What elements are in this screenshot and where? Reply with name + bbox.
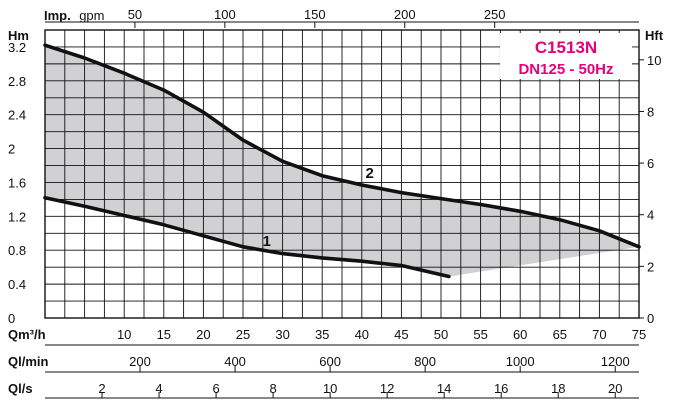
curve-2 (43, 43, 641, 249)
x-tick-label: 60 (513, 327, 527, 342)
qls-axis-label: Ql/s (8, 381, 33, 396)
x-tick-label: 70 (592, 327, 606, 342)
top-axis-tick-label: 200 (394, 7, 416, 22)
top-axis-tick-label: 50 (128, 7, 142, 22)
secondary-axis-tick-label: 18 (551, 381, 565, 396)
curve-1 (43, 195, 451, 279)
x-tick-label: 65 (553, 327, 567, 342)
x-tick-label: 50 (434, 327, 448, 342)
right-axis-tick-label: 2 (647, 259, 654, 274)
secondary-axis-tick-label: 800 (414, 354, 436, 369)
y-tick-label: 3.2 (8, 40, 26, 55)
secondary-axis-tick-label: 8 (269, 381, 276, 396)
right-axis-tick-label: 0 (647, 311, 654, 326)
y-tick-label: 0 (8, 311, 15, 326)
operating-area (45, 45, 639, 277)
y-tick-label: 2.4 (8, 108, 26, 123)
y-tick-label: 1.6 (8, 175, 26, 190)
x-tick-label: 25 (236, 327, 250, 342)
secondary-axis-tick-label: 2 (98, 381, 105, 396)
chart-subtitle: DN125 - 50Hz (518, 61, 613, 78)
x-tick-label: 75 (632, 327, 646, 342)
top-axis-tick-label: 250 (484, 7, 506, 22)
x-tick-label: 30 (275, 327, 289, 342)
y-tick-label: 0.4 (8, 277, 26, 292)
right-axis-label: Hft (645, 28, 664, 43)
grid (44, 29, 640, 319)
right-axis-tick-label: 8 (647, 104, 654, 119)
qlmin-axis-label: Ql/min (8, 354, 49, 369)
y-tick-label: 1.2 (8, 209, 26, 224)
secondary-axis-tick-label: 14 (437, 381, 451, 396)
x-tick-label: 40 (355, 327, 369, 342)
curve-label-1: 1 (263, 233, 271, 250)
x-tick-label: 15 (157, 327, 171, 342)
secondary-axis-tick-label: 4 (155, 381, 162, 396)
secondary-axis-tick-label: 16 (494, 381, 508, 396)
y-unit-label: Hm (8, 28, 29, 43)
x-tick-label: 45 (394, 327, 408, 342)
chart-title: C1513N (535, 38, 597, 57)
x-unit-label: Qm³/h (8, 327, 46, 342)
right-axis-tick-label: 4 (647, 208, 654, 223)
x-tick-label: 35 (315, 327, 329, 342)
x-tick-label: 10 (117, 327, 131, 342)
plot-frame (44, 29, 640, 319)
secondary-axis-tick-label: 12 (380, 381, 394, 396)
secondary-axis-tick-label: 400 (224, 354, 246, 369)
curves: 21 (43, 43, 641, 279)
y-tick-label: 2.8 (8, 74, 26, 89)
secondary-axis-tick-label: 10 (323, 381, 337, 396)
y-tick-label: 2 (8, 142, 15, 157)
secondary-axis-tick-label: 1000 (506, 354, 535, 369)
secondary-axis-tick-label: 600 (319, 354, 341, 369)
y-tick-label: 0.8 (8, 243, 26, 258)
right-axis-tick-label: 6 (647, 156, 654, 171)
x-tick-label: 55 (473, 327, 487, 342)
operating-area-fill (45, 45, 639, 277)
secondary-axis-tick-label: 1200 (601, 354, 630, 369)
x-tick-label: 20 (196, 327, 210, 342)
title-box (500, 33, 632, 79)
secondary-axis-tick-label: 20 (608, 381, 622, 396)
top-axis-label: Imp. gpm (44, 7, 104, 24)
top-axis-tick-label: 100 (214, 7, 236, 22)
right-axis-tick-label: 10 (647, 53, 661, 68)
curve-label-2: 2 (366, 165, 374, 182)
top-axis-label-bold: Imp. (44, 8, 71, 23)
secondary-axis-tick-label: 6 (212, 381, 219, 396)
secondary-axis-tick-label: 200 (129, 354, 151, 369)
top-axis-label-unit: gpm (79, 8, 104, 23)
top-axis-tick-label: 150 (304, 7, 326, 22)
